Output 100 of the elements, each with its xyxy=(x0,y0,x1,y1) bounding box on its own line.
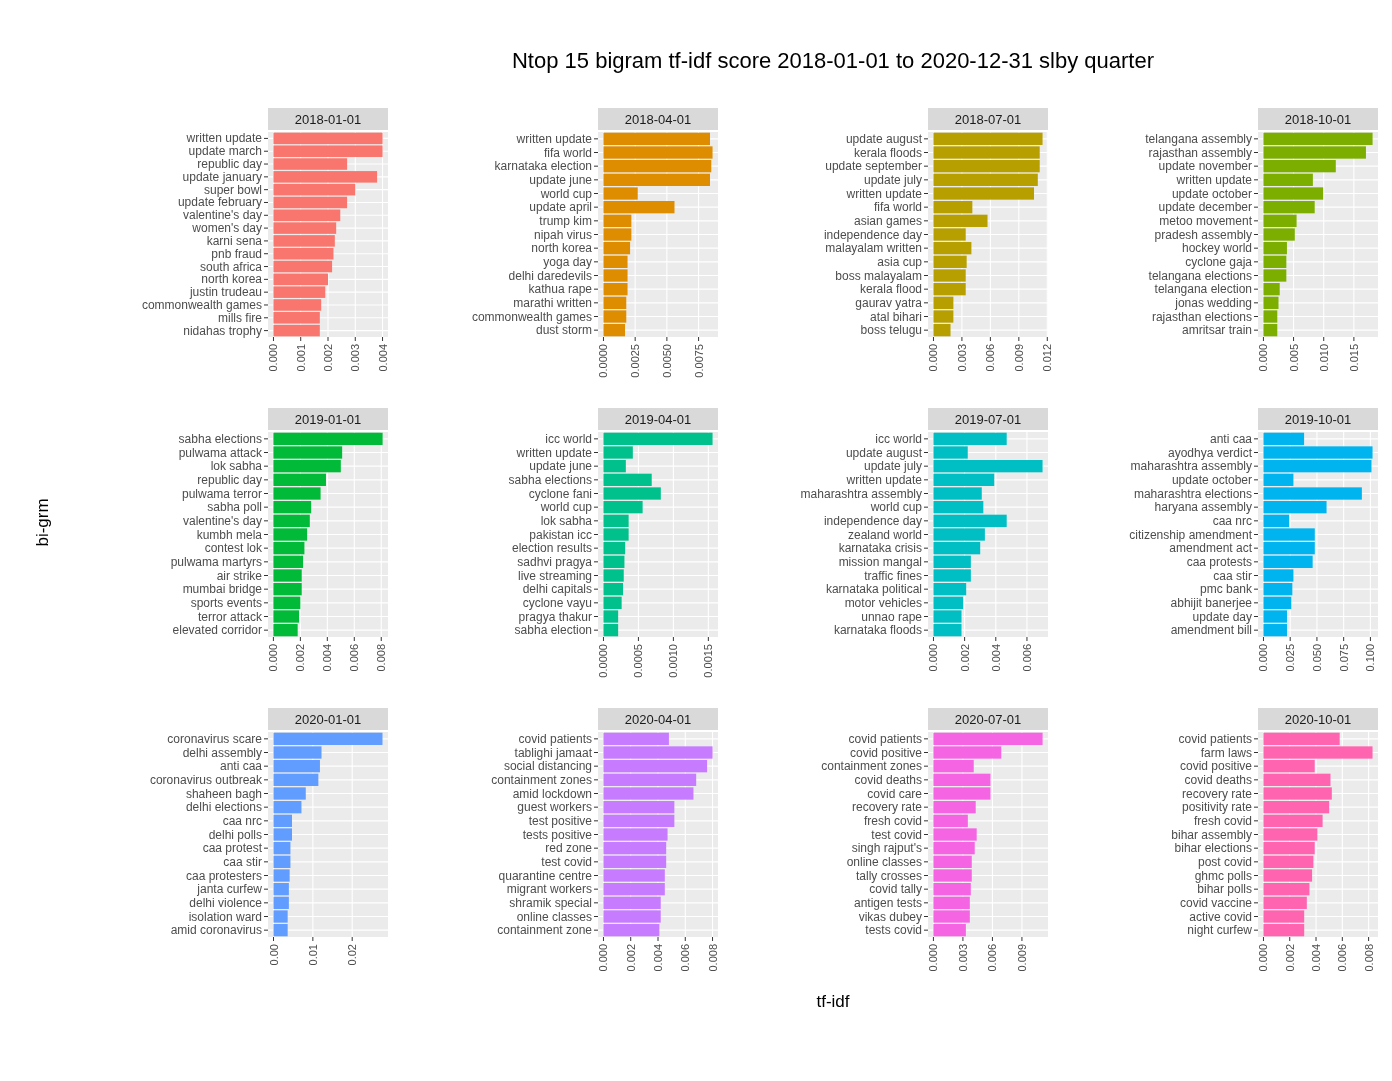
y-tick-label: amendment act xyxy=(1169,541,1253,556)
chart-title: 2019-10-01 xyxy=(1284,411,1352,427)
y-tick-label: singh rajput's xyxy=(851,841,922,856)
y-tick-label: update august xyxy=(845,131,923,146)
y-tick-label: pakistan icc xyxy=(529,527,592,542)
y-tick-label: test covid xyxy=(541,854,592,869)
y-tick-label: karnataka crisis xyxy=(838,541,922,556)
y-tick-label: update june xyxy=(529,172,593,187)
x-tick-label: 0.010 xyxy=(1317,344,1330,372)
y-tick-label: world cup xyxy=(539,186,593,201)
y-tick-label: mumbai bridge xyxy=(182,582,263,597)
y-tick-label: commonwealth games xyxy=(471,309,592,324)
y-tick-label: cyclone fani xyxy=(528,486,592,501)
y-tick-label: anti caa xyxy=(219,759,263,774)
y-tick-label: hockey world xyxy=(1181,241,1252,256)
y-tick-label: containment zones xyxy=(491,772,592,787)
y-tick-label: positivity rate xyxy=(1181,800,1253,815)
y-tick-label: haryana assembly xyxy=(1154,500,1252,515)
y-tick-label: shramik special xyxy=(509,895,592,910)
y-tick-label: update day xyxy=(1192,609,1252,624)
y-tick-label: vikas dubey xyxy=(858,909,922,924)
x-tick-label: 0.008 xyxy=(706,944,719,972)
y-tick-label: covid tally xyxy=(869,882,922,897)
x-axis-title: tf-idf xyxy=(816,992,850,1011)
y-tick-label: update november xyxy=(1158,159,1252,174)
x-tick-label: 0.000 xyxy=(927,644,940,672)
x-tick-label: 0.0075 xyxy=(692,344,705,378)
y-tick-label: covid positive xyxy=(1179,759,1253,774)
y-tick-label: update february xyxy=(177,195,262,210)
y-tick-label: containment zones xyxy=(821,759,922,774)
y-tick-label: written update xyxy=(185,131,263,146)
y-tick-label: delhi daredevils xyxy=(508,268,592,283)
y-tick-label: mission mangal xyxy=(838,554,922,569)
chart-title: 2018-07-01 xyxy=(954,111,1022,127)
y-tick-label: covid patients xyxy=(1178,731,1252,746)
y-tick-label: bihar assembly xyxy=(1171,827,1252,842)
x-tick-label: 0.006 xyxy=(679,944,692,972)
y-tick-label: containment zone xyxy=(497,923,593,938)
x-tick-label: 0.001 xyxy=(294,344,307,372)
x-tick-label: 0.0050 xyxy=(660,344,673,378)
chart-title: 2020-07-01 xyxy=(954,711,1022,727)
y-tick-label: janta curfew xyxy=(196,882,263,897)
y-tick-label: recovery rate xyxy=(1181,786,1253,801)
y-tick-label: valentine's day xyxy=(182,513,262,528)
x-tick-label: 0.008 xyxy=(1362,944,1375,972)
y-tick-label: social distancing xyxy=(503,759,592,774)
x-tick-label: 0.015 xyxy=(1347,344,1360,372)
x-tick-label: 0.002 xyxy=(1283,944,1296,972)
y-tick-label: world cup xyxy=(869,500,923,515)
x-tick-label: 0.0000 xyxy=(597,644,610,678)
y-tick-label: caa nrc xyxy=(1212,513,1252,528)
y-tick-label: caa protests xyxy=(1186,554,1252,569)
x-tick-label: 0.01 xyxy=(306,944,319,966)
y-tick-label: marathi written xyxy=(513,295,592,310)
y-tick-label: update march xyxy=(188,144,262,159)
y-tick-label: pulwama terror xyxy=(181,486,262,501)
x-tick-label: 0.000 xyxy=(927,944,940,972)
y-tick-label: fresh covid xyxy=(1193,813,1252,828)
x-tick-label: 0.02 xyxy=(346,944,359,966)
y-tick-label: karnataka election xyxy=(494,159,592,174)
chart-title: 2020-01-01 xyxy=(294,711,362,727)
y-tick-label: delhi polls xyxy=(208,827,262,842)
y-tick-label: asian games xyxy=(853,213,922,228)
y-tick-label: independence day xyxy=(823,227,922,242)
y-tick-label: rajasthan assembly xyxy=(1148,145,1252,160)
y-tick-label: written update xyxy=(845,186,923,201)
y-tick-label: pulwama attack xyxy=(178,445,263,460)
y-tick-label: republic day xyxy=(197,157,262,172)
y-tick-label: metoo movement xyxy=(1159,213,1253,228)
x-tick-label: 0.0010 xyxy=(667,644,680,678)
y-tick-label: kerala floods xyxy=(853,145,922,160)
y-tick-label: delhi assembly xyxy=(182,745,262,760)
y-tick-label: update july xyxy=(863,172,922,187)
y-tick-label: delhi capitals xyxy=(522,582,592,597)
y-tick-label: tests positive xyxy=(522,827,593,842)
y-tick-label: jonas wedding xyxy=(1174,295,1252,310)
y-tick-label: asia cup xyxy=(877,254,923,269)
y-tick-label: sabha election xyxy=(514,623,592,638)
y-tick-label: independence day xyxy=(823,513,922,528)
y-axis-title: bi-grm xyxy=(33,498,52,547)
chart-title: 2020-04-01 xyxy=(624,711,692,727)
y-tick-label: quarantine centre xyxy=(498,868,593,883)
y-tick-label: amid coronavirus xyxy=(170,923,262,938)
y-tick-label: caa protest xyxy=(202,841,263,856)
y-tick-label: maharashtra elections xyxy=(1133,486,1252,501)
y-tick-label: fresh covid xyxy=(863,813,922,828)
y-tick-label: kathua rape xyxy=(528,282,593,297)
y-tick-label: delhi elections xyxy=(185,800,262,815)
chart-title: 2020-10-01 xyxy=(1284,711,1352,727)
y-tick-label: test covid xyxy=(871,827,922,842)
x-tick-label: 0.00 xyxy=(267,944,280,966)
y-tick-label: tests covid xyxy=(865,923,922,938)
y-tick-label: test positive xyxy=(528,813,593,828)
x-tick-label: 0.000 xyxy=(1257,344,1270,372)
y-tick-label: pnb fraud xyxy=(211,246,262,261)
bar xyxy=(273,260,333,273)
x-tick-label: 0.003 xyxy=(349,344,362,372)
y-tick-label: written update xyxy=(1175,172,1253,187)
y-tick-label: update december xyxy=(1158,200,1252,215)
y-tick-label: rajasthan elections xyxy=(1151,309,1252,324)
